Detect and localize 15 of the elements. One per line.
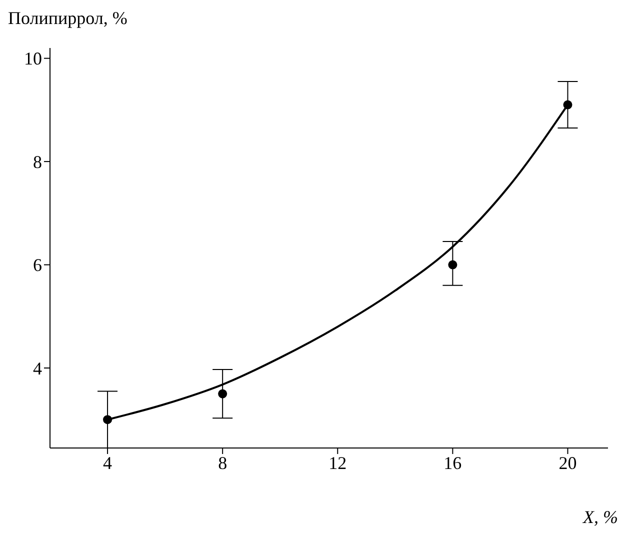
point — [103, 415, 112, 424]
x-tick-label: 8 — [218, 452, 228, 473]
point — [218, 389, 228, 398]
y-tick-label: 4 — [33, 358, 42, 378]
x-tick-label: 12 — [328, 452, 347, 473]
y-tick-label: 8 — [33, 152, 42, 172]
x-axis-title: X, % — [583, 507, 618, 528]
y-axis-title: Полипиррол, % — [8, 8, 128, 29]
y-tick-label: 10 — [24, 48, 42, 69]
point — [563, 100, 572, 110]
point — [448, 260, 458, 270]
x-tick-label: 20 — [558, 452, 577, 473]
x-tick-label: 4 — [103, 452, 112, 473]
x-tick-label: 16 — [444, 452, 462, 473]
y-tick-label: 6 — [33, 255, 42, 276]
